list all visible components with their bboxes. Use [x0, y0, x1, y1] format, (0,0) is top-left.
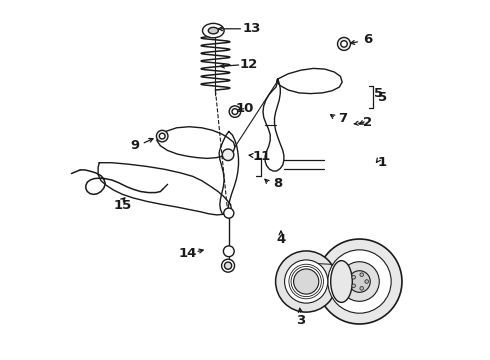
Text: 1: 1 [377, 156, 386, 168]
Text: 10: 10 [236, 102, 254, 114]
Circle shape [285, 260, 328, 303]
Ellipse shape [202, 23, 224, 38]
Text: 5: 5 [374, 87, 383, 100]
Ellipse shape [208, 27, 219, 34]
Text: 6: 6 [363, 33, 372, 46]
Polygon shape [263, 80, 284, 171]
Text: 12: 12 [240, 58, 258, 71]
Circle shape [317, 239, 402, 324]
Circle shape [223, 246, 234, 257]
Polygon shape [157, 127, 235, 158]
Text: 15: 15 [114, 199, 132, 212]
Circle shape [340, 262, 379, 301]
Circle shape [360, 287, 364, 290]
Circle shape [349, 271, 370, 292]
Polygon shape [219, 131, 239, 214]
Circle shape [232, 109, 238, 114]
Circle shape [159, 133, 165, 139]
Text: 3: 3 [296, 314, 305, 327]
Text: 7: 7 [338, 112, 347, 125]
Text: 9: 9 [131, 139, 140, 152]
Circle shape [360, 273, 364, 276]
Circle shape [221, 259, 235, 272]
Circle shape [275, 251, 337, 312]
Circle shape [224, 208, 234, 218]
Circle shape [229, 106, 241, 117]
Circle shape [352, 275, 355, 279]
Circle shape [341, 41, 347, 47]
Text: 4: 4 [276, 233, 286, 246]
Text: 14: 14 [178, 247, 196, 260]
Circle shape [294, 269, 319, 294]
Text: 11: 11 [252, 150, 270, 163]
Text: 2: 2 [363, 116, 372, 129]
Polygon shape [98, 163, 231, 215]
Polygon shape [277, 68, 342, 94]
Circle shape [352, 284, 355, 288]
Text: 8: 8 [273, 177, 282, 190]
Text: 13: 13 [243, 22, 261, 35]
Circle shape [338, 37, 350, 50]
Circle shape [328, 250, 391, 313]
Circle shape [156, 130, 168, 142]
Ellipse shape [331, 261, 352, 302]
Circle shape [224, 262, 232, 269]
Circle shape [365, 280, 368, 283]
Circle shape [222, 149, 234, 161]
Text: 5: 5 [378, 91, 387, 104]
